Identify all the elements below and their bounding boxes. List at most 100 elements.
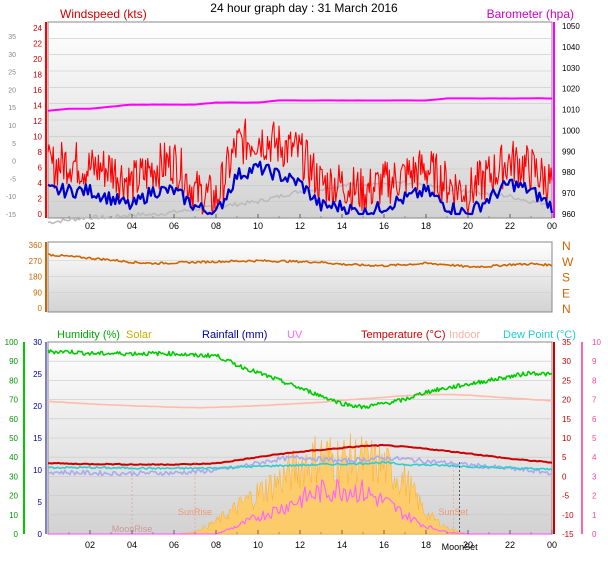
windspeed-legend: Windspeed (kts) — [60, 7, 147, 21]
temp-tick-label: 15 — [562, 415, 571, 424]
temp-tick-label: 35 — [562, 338, 571, 347]
y-right-tick-label: 1040 — [562, 43, 580, 52]
x-tick-label: 22 — [505, 540, 515, 550]
x-tick-label: 08 — [211, 540, 221, 550]
temp-axes: 0102030405060708090100051015202530-15-10… — [5, 338, 602, 550]
legend-dewpoint: Dew Point (°C) — [503, 329, 576, 341]
direction-series — [47, 253, 553, 269]
humidity-line — [47, 349, 553, 410]
temp-tick-label: 5 — [562, 453, 567, 462]
y-tick-label: 90 — [33, 288, 42, 297]
y-right-tick-label: 1030 — [562, 64, 580, 73]
humidity-series — [47, 349, 553, 410]
uv-tick-label: 0 — [592, 530, 597, 539]
sun-moon-annotations: MoonRise SunRise SunSet MoonSet — [112, 462, 478, 552]
x-tick-label: 00 — [547, 540, 557, 550]
wind-axes: 024681012141618202224-15-10-505101520253… — [6, 22, 580, 231]
legend-rainfall: Rainfall (mm) — [202, 329, 267, 341]
humidity-tick-label: 100 — [5, 338, 19, 347]
x-tick-label: 00 — [547, 221, 557, 231]
x-tick-label: 02 — [85, 221, 95, 231]
windspeed-avg-series — [47, 160, 554, 216]
annotation-label: MoonSet — [442, 542, 479, 552]
humidity-tick-label: 70 — [9, 396, 18, 405]
temp-tick-label: 30 — [562, 357, 571, 366]
x-tick-label: 04 — [127, 221, 137, 231]
y-tick-label: 12 — [33, 117, 42, 126]
y-right-tick-label: 970 — [562, 189, 576, 198]
temp-tick-label: 25 — [562, 376, 571, 385]
x-tick-label: 02 — [85, 540, 95, 550]
temp-legend: Humidity (%) Solar Rainfall (mm) UV Temp… — [57, 329, 576, 341]
temp-tick-label: -5 — [562, 492, 570, 501]
rain-tick-label: 0 — [38, 530, 43, 539]
y-outer-tick-label: -5 — [10, 176, 16, 183]
windspeed-avg-line — [47, 160, 554, 216]
barometer-legend: Barometer (hpa) — [487, 7, 574, 21]
y-outer-tick-label: 30 — [8, 52, 16, 59]
x-tick-label: 12 — [295, 540, 305, 550]
y-tick-label: 20 — [33, 55, 42, 64]
humidity-tick-label: 20 — [9, 492, 18, 501]
y-outer-tick-label: 35 — [8, 34, 16, 41]
humidity-tick-label: 90 — [9, 357, 18, 366]
wind-baro-panel: 024681012141618202224-15-10-505101520253… — [6, 7, 580, 231]
uv-tick-label: 8 — [592, 376, 597, 385]
compass-label: N — [562, 302, 571, 316]
compass-label: E — [562, 286, 570, 300]
barometer-line — [47, 97, 552, 112]
legend-temperature: Temperature (°C) — [361, 329, 445, 341]
uv-tick-label: 1 — [592, 511, 597, 520]
y-outer-tick-label: 25 — [8, 70, 16, 77]
uv-tick-label: 2 — [592, 492, 597, 501]
y-right-tick-label: 1000 — [562, 126, 580, 135]
x-tick-label: 06 — [169, 540, 179, 550]
indoor-series — [47, 393, 553, 409]
y-outer-tick-label: -15 — [6, 212, 16, 219]
annotation-label: SunRise — [178, 507, 212, 517]
y-tick-label: 16 — [33, 86, 42, 95]
temperature-series — [47, 443, 553, 466]
x-tick-label: 12 — [295, 221, 305, 231]
rain-tick-label: 30 — [33, 338, 42, 347]
temp-tick-label: -15 — [562, 530, 574, 539]
x-tick-label: 10 — [253, 540, 263, 550]
y-right-tick-label: 1050 — [562, 22, 580, 31]
rain-tick-label: 25 — [33, 370, 42, 379]
rain-tick-label: 15 — [33, 434, 42, 443]
y-outer-tick-label: 5 — [12, 141, 16, 148]
temp-tick-label: 0 — [562, 472, 567, 481]
dewpoint-series — [47, 460, 553, 471]
uv-tick-label: 7 — [592, 396, 597, 405]
uv-tick-label: 9 — [592, 357, 597, 366]
humidity-tick-label: 40 — [9, 453, 18, 462]
x-tick-label: 14 — [337, 540, 347, 550]
uv-tick-label: 5 — [592, 434, 597, 443]
y-right-tick-label: 1020 — [562, 85, 580, 94]
rain-tick-label: 5 — [38, 498, 43, 507]
y-tick-label: 14 — [33, 102, 42, 111]
annotation-label: SunSet — [439, 507, 469, 517]
annotation-label: MoonRise — [112, 524, 153, 534]
x-tick-label: 16 — [379, 221, 389, 231]
indoor-line — [47, 393, 553, 409]
humidity-tick-label: 0 — [14, 530, 19, 539]
y-outer-tick-label: 20 — [8, 87, 16, 94]
humidity-tick-label: 60 — [9, 415, 18, 424]
y-tick-label: 270 — [29, 257, 43, 266]
humidity-tick-label: 80 — [9, 376, 18, 385]
x-tick-label: 04 — [127, 540, 137, 550]
rain-tick-label: 20 — [33, 402, 42, 411]
y-tick-label: 22 — [33, 40, 42, 49]
y-outer-tick-label: 10 — [8, 123, 16, 130]
y-tick-label: 0 — [38, 304, 43, 313]
y-outer-tick-label: 15 — [8, 105, 16, 112]
legend-indoor: Indoor — [449, 329, 481, 341]
y-tick-label: 0 — [38, 210, 43, 219]
page-title: 24 hour graph day : 31 March 2016 — [210, 1, 398, 15]
y-right-tick-label: 990 — [562, 147, 576, 156]
legend-solar: Solar — [126, 329, 152, 341]
